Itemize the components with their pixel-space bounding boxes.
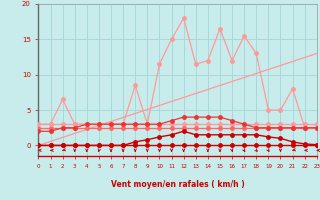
X-axis label: Vent moyen/en rafales ( km/h ): Vent moyen/en rafales ( km/h ) (111, 180, 244, 189)
